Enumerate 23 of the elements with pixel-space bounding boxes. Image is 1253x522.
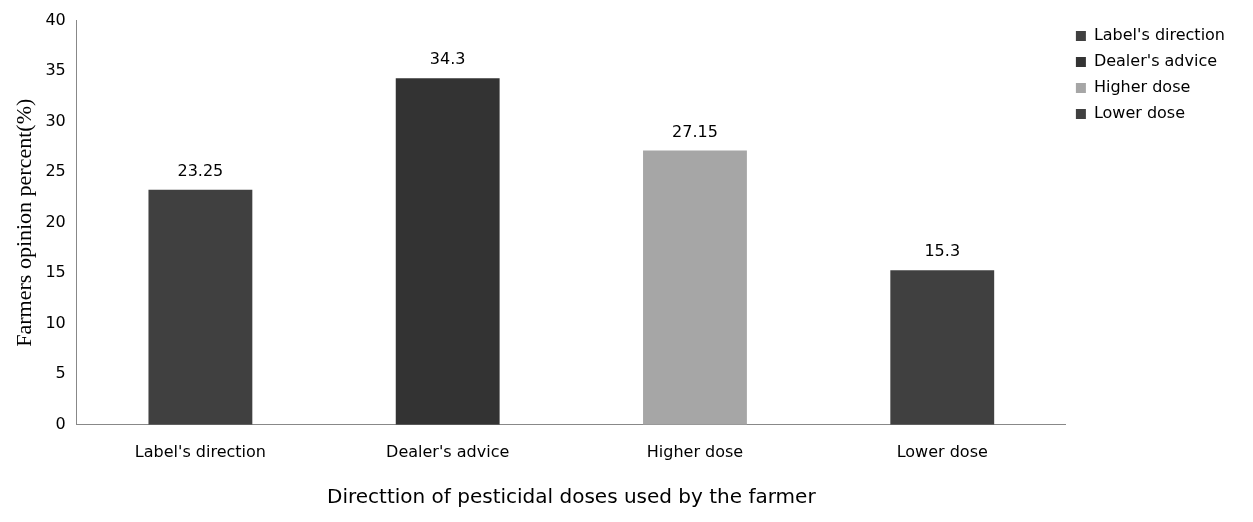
y-tick-label: 25 bbox=[45, 161, 66, 181]
y-tick-label: 5 bbox=[55, 363, 66, 383]
legend-label: Dealer's advice bbox=[1093, 51, 1218, 71]
legend-label: Higher dose bbox=[1093, 77, 1191, 97]
y-tick-label: 20 bbox=[45, 211, 66, 231]
y-tick-label: 35 bbox=[45, 60, 66, 80]
y-tick-label: 10 bbox=[45, 312, 66, 332]
y-tick-label: 15 bbox=[45, 262, 66, 282]
data-label: 15.3 bbox=[924, 241, 961, 261]
y-tick-label: 0 bbox=[55, 413, 66, 433]
x-tick-label: Lower dose bbox=[896, 441, 988, 461]
x-tick-label: Label's direction bbox=[134, 441, 266, 461]
y-axis-title: Farmers opinion percent(%) bbox=[10, 98, 36, 347]
legend-label: Label's direction bbox=[1093, 25, 1226, 45]
data-label: 27.15 bbox=[672, 121, 718, 141]
data-label: 23.25 bbox=[177, 161, 224, 181]
legend-label: Lower dose bbox=[1093, 103, 1186, 123]
y-tick-label: 40 bbox=[45, 9, 66, 29]
data-label: 34.3 bbox=[429, 49, 466, 69]
x-tick-label: Dealer's advice bbox=[386, 441, 510, 461]
x-axis-title: Directtion of pesticidal doses used by the farmer bbox=[327, 484, 817, 509]
x-tick-label: Higher dose bbox=[646, 441, 744, 461]
y-tick-label: 30 bbox=[45, 110, 66, 130]
